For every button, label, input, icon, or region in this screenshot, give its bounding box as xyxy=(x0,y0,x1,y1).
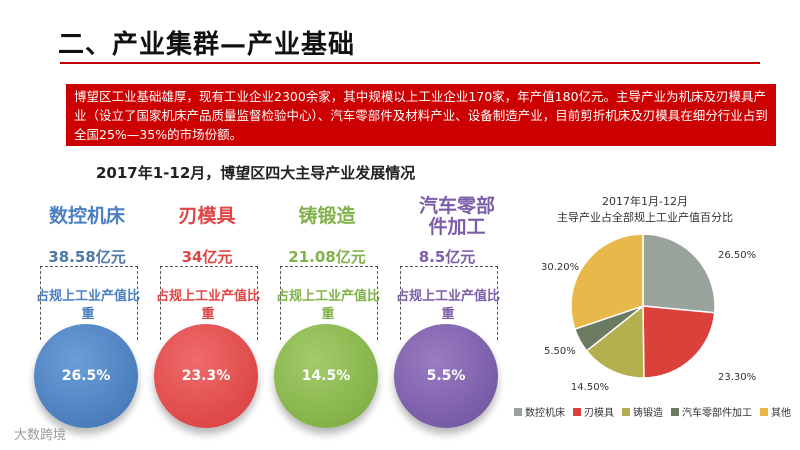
chart-legend: 数控机床 刃模具 铸锻造 汽车零部件加工 其他 xyxy=(514,404,791,419)
intro-paragraph: 博望区工业基础雄厚，现有工业企业2300余家，其中规模以上工业企业170家，年产… xyxy=(66,84,776,146)
pie-data-label-1: 23.30% xyxy=(718,372,756,383)
industry-card-cnc: 数控机床 38.58亿元 占规上工业产值比重 26.5% xyxy=(32,200,142,428)
industry-name: 数控机床 xyxy=(48,205,125,227)
pie-data-label-3: 5.50% xyxy=(544,346,576,357)
industry-card-auto-parts: 汽车零部件加工 8.5亿元 占规上工业产值比重 5.5% xyxy=(392,196,502,428)
dashed-frame xyxy=(40,266,138,340)
pie-slice-0 xyxy=(642,233,716,314)
legend-label: 其他 xyxy=(771,408,791,419)
pie-slice-1 xyxy=(642,305,716,379)
industry-card-tools: 刃模具 34亿元 占规上工业产值比重 23.3% xyxy=(152,200,262,428)
title-divider xyxy=(60,62,760,64)
industry-name: 汽车零部件加工 xyxy=(418,195,495,238)
pie-slice-2 xyxy=(585,304,645,379)
share-label: 占规上工业产值比重 xyxy=(155,289,260,322)
industry-name: 铸锻造 xyxy=(298,205,356,227)
industry-output-value: 34亿元 xyxy=(181,248,233,266)
legend-item-4: 其他 xyxy=(760,404,791,419)
industry-output-value: 21.08亿元 xyxy=(288,248,366,266)
dashed-frame xyxy=(400,266,498,340)
legend-label: 数控机床 xyxy=(525,408,565,419)
industry-name: 刃模具 xyxy=(178,205,236,227)
legend-swatch xyxy=(622,407,630,416)
pie-data-label-2: 14.50% xyxy=(571,382,609,393)
legend-swatch xyxy=(671,407,679,416)
legend-swatch xyxy=(573,407,581,416)
industry-card-forging: 铸锻造 21.08亿元 占规上工业产值比重 14.5% xyxy=(272,200,382,428)
share-label: 占规上工业产值比重 xyxy=(275,289,380,322)
legend-item-0: 数控机床 xyxy=(514,404,565,419)
share-bubble: 26.5% xyxy=(34,324,138,428)
legend-item-3: 汽车零部件加工 xyxy=(671,404,752,419)
legend-item-1: 刃模具 xyxy=(573,404,614,419)
pie-chart-title: 2017年1月-12月 xyxy=(602,195,688,208)
pie-chart-subtitle: 主导产业占全部规上工业产值百分比 xyxy=(557,211,733,224)
share-label: 占规上工业产值比重 xyxy=(35,289,140,322)
industry-output-value: 8.5亿元 xyxy=(418,248,476,266)
page-title: 二、产业集群—产业基础 xyxy=(58,30,356,60)
share-label: 占规上工业产值比重 xyxy=(395,289,500,322)
legend-label: 汽车零部件加工 xyxy=(682,408,752,419)
watermark-text: 大数跨境 xyxy=(14,428,67,443)
dashed-frame xyxy=(160,266,258,340)
legend-item-2: 铸锻造 xyxy=(622,404,663,419)
legend-swatch xyxy=(760,407,768,416)
legend-label: 铸锻造 xyxy=(633,408,663,419)
legend-swatch xyxy=(514,407,522,416)
pie-slice-4 xyxy=(570,233,644,331)
legend-label: 刃模具 xyxy=(584,408,614,419)
share-bubble: 23.3% xyxy=(154,324,258,428)
dashed-frame xyxy=(280,266,378,340)
industry-output-value: 38.58亿元 xyxy=(48,248,126,266)
share-bubble: 5.5% xyxy=(394,324,498,428)
section-subtitle: 2017年1-12月，博望区四大主导产业发展情况 xyxy=(96,164,416,182)
pie-data-label-4: 30.20% xyxy=(541,262,579,273)
pie-data-label-0: 26.50% xyxy=(718,250,756,261)
share-bubble: 14.5% xyxy=(274,324,378,428)
